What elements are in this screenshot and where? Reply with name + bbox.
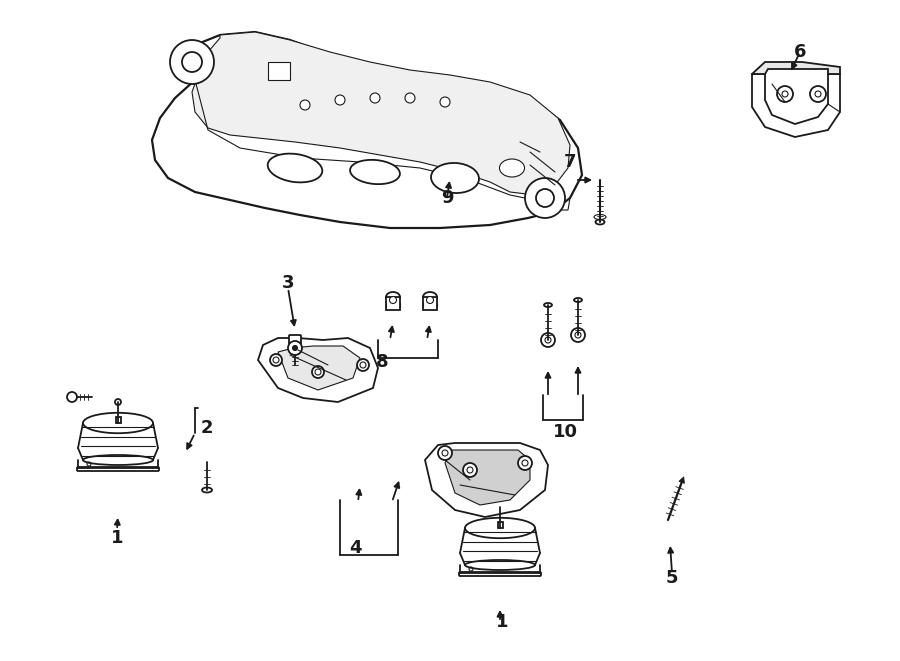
Text: 1: 1 — [111, 529, 123, 547]
Circle shape — [335, 95, 345, 105]
Bar — [116, 417, 121, 423]
Circle shape — [438, 446, 452, 460]
Ellipse shape — [544, 303, 552, 307]
Circle shape — [170, 40, 214, 84]
Circle shape — [288, 341, 302, 355]
Circle shape — [427, 297, 434, 303]
Text: 4: 4 — [349, 539, 361, 557]
Circle shape — [571, 328, 585, 342]
Polygon shape — [679, 477, 685, 483]
Circle shape — [518, 456, 532, 470]
Ellipse shape — [423, 292, 437, 302]
Polygon shape — [258, 338, 378, 402]
FancyBboxPatch shape — [459, 572, 541, 576]
Circle shape — [370, 93, 380, 103]
Ellipse shape — [267, 153, 322, 182]
Circle shape — [405, 93, 415, 103]
Circle shape — [545, 337, 551, 343]
Circle shape — [300, 100, 310, 110]
Polygon shape — [752, 74, 840, 137]
Polygon shape — [445, 450, 530, 505]
Circle shape — [810, 86, 826, 102]
Circle shape — [390, 297, 397, 303]
Circle shape — [67, 392, 77, 402]
Circle shape — [312, 366, 324, 378]
FancyBboxPatch shape — [289, 335, 301, 344]
Polygon shape — [278, 346, 360, 390]
Bar — [498, 522, 503, 528]
Circle shape — [270, 354, 282, 366]
Bar — [386, 297, 400, 310]
Ellipse shape — [202, 488, 212, 492]
Text: 9: 9 — [441, 189, 454, 207]
Circle shape — [777, 86, 793, 102]
Polygon shape — [192, 32, 570, 195]
Ellipse shape — [431, 163, 479, 193]
Circle shape — [525, 178, 565, 218]
Circle shape — [575, 332, 581, 338]
Polygon shape — [152, 32, 582, 228]
Text: 1: 1 — [496, 613, 508, 631]
Text: 8: 8 — [375, 353, 388, 371]
Ellipse shape — [596, 219, 605, 225]
Text: 2: 2 — [201, 419, 213, 437]
Ellipse shape — [386, 292, 400, 302]
Bar — [268, 62, 290, 80]
Text: 10: 10 — [553, 423, 578, 441]
Ellipse shape — [350, 160, 400, 184]
Circle shape — [292, 346, 298, 350]
Ellipse shape — [594, 215, 606, 219]
Polygon shape — [752, 62, 840, 74]
Circle shape — [463, 463, 477, 477]
Circle shape — [357, 359, 369, 371]
Circle shape — [440, 97, 450, 107]
Text: 5: 5 — [666, 569, 679, 587]
Ellipse shape — [500, 159, 525, 177]
Text: 7: 7 — [563, 153, 576, 171]
Bar — [423, 297, 437, 310]
Text: 3: 3 — [282, 274, 294, 292]
Polygon shape — [425, 443, 548, 517]
Circle shape — [541, 333, 555, 347]
Text: 6: 6 — [794, 43, 806, 61]
Ellipse shape — [574, 298, 582, 302]
FancyBboxPatch shape — [77, 467, 159, 471]
